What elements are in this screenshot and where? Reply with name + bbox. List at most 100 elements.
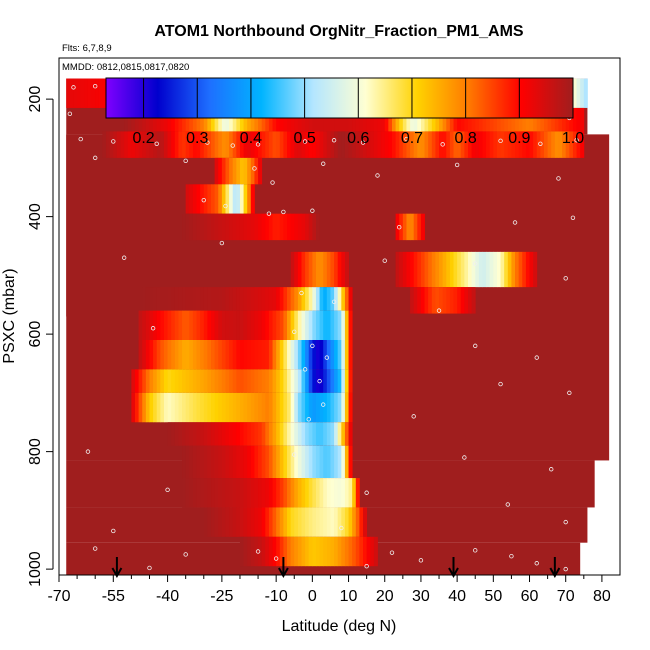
heatmap-cell [174,340,179,370]
heatmap-cell [515,131,520,158]
heatmap-cell [330,287,335,311]
heatmap-cell [265,478,270,508]
heatmap-cell [413,213,418,241]
heatmap-cell [171,287,176,311]
heatmap-cell [308,369,313,393]
heatmap-cell [326,131,331,158]
heatmap-cell [218,213,223,241]
heatmap-cell [330,251,335,288]
heatmap-cell [341,507,346,537]
heatmap-cell [337,478,342,508]
heatmap-cell [258,392,263,423]
heatmap-cell [326,251,331,288]
heatmap-cell [200,310,205,340]
heatmap-cell [131,131,136,158]
heatmap-cell [301,478,306,508]
heatmap-cell [297,251,302,288]
sample-marker [92,83,98,89]
heatmap-cell [319,422,324,446]
heatmap-cell [258,310,263,340]
heatmap-cell [196,369,201,393]
heatmap-cell [243,310,248,340]
heatmap-cell [192,310,197,340]
heatmap-cell [551,107,556,132]
heatmap-cell [424,287,429,314]
heatmap-cell [576,131,581,158]
heatmap-cell [301,107,306,132]
sample-marker [255,549,261,554]
heatmap-cell [196,340,201,370]
x-tick-label: 0 [308,588,317,605]
sample-marker [92,155,98,161]
heatmap-cell [171,392,176,423]
heatmap-cell [301,287,306,311]
heatmap-cell [145,392,150,423]
heatmap-cell [254,422,259,446]
heatmap-cell [225,507,230,537]
heatmap-cell [504,131,509,158]
heatmap-cell [203,369,208,393]
heatmap-cell [167,369,172,393]
heatmap-cell [467,251,473,288]
heatmap-cell [330,340,335,370]
heatmap-cell [185,392,190,423]
heatmap-cell [221,310,226,340]
heatmap-cell [377,107,382,132]
heatmap-cell [283,392,288,423]
heatmap-cell [406,107,411,132]
heatmap-cell [583,78,588,108]
heatmap-cell [279,369,284,393]
heatmap-layer [66,78,610,575]
heatmap-cell [265,340,270,370]
heatmap-cell [297,445,302,479]
heatmap-cell [406,251,411,288]
heatmap-cell [236,507,241,537]
heatmap-cell [272,213,277,241]
heatmap-cell [315,445,320,479]
heatmap-cell [348,536,353,567]
heatmap-cell [138,287,143,311]
sample-marker [266,211,272,216]
heatmap-cell [185,340,190,370]
heatmap-cell [160,392,165,423]
sample-marker [473,548,478,553]
heatmap-cell [221,184,226,214]
heatmap-cell [185,287,190,311]
heatmap-cell [334,107,339,132]
heatmap-cell [435,251,440,288]
sample-marker [498,138,503,144]
heatmap-cell [218,507,223,537]
heatmap-cell [106,131,111,158]
heatmap-cell [290,251,295,288]
heatmap-cell [236,340,241,370]
heatmap-cell [272,287,277,311]
heatmap-cell [276,422,281,446]
heatmap-cell [290,287,295,311]
heatmap-cell [203,131,208,158]
heatmap-cell [113,131,118,158]
heatmap-cell [229,369,234,393]
heatmap-cell [196,392,201,423]
heatmap-cell [239,478,244,508]
heatmap-cell [326,287,331,311]
sample-marker [418,558,424,563]
heatmap-cell [171,422,176,446]
heatmap-cell [344,369,349,393]
heatmap-cell [258,287,263,311]
heatmap-cell [337,251,342,288]
heatmap-cell [225,422,230,446]
heatmap-cell [258,507,263,537]
sample-marker [331,299,337,305]
heatmap-cell [460,287,465,314]
heatmap-cell [174,310,179,340]
heatmap-cell [572,131,577,158]
x-axis: -70 -55 -40 -25 -10 0 10 20 30 40 50 60 70 80 [47,575,611,605]
heatmap-cell [84,78,89,108]
sample-marker [324,355,330,360]
heatmap-cell [439,287,444,314]
heatmap-cell [268,422,273,446]
heatmap-cell [323,287,328,311]
heatmap-cell [243,340,248,370]
heatmap-cell [167,392,172,423]
heatmap-cell [301,536,306,567]
